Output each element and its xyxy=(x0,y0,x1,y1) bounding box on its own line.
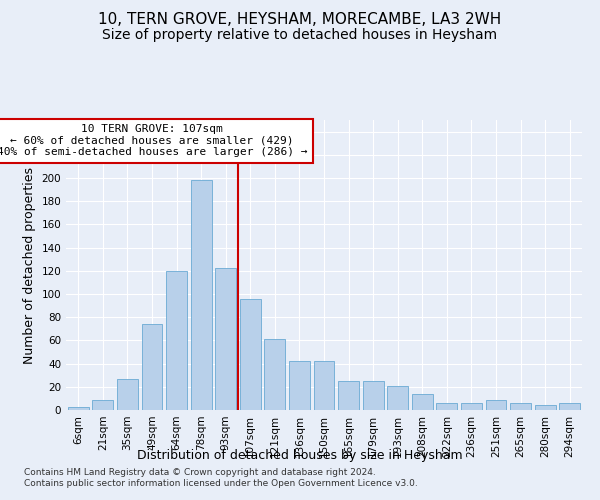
Bar xyxy=(215,268,236,410)
Text: Size of property relative to detached houses in Heysham: Size of property relative to detached ho… xyxy=(103,28,497,42)
Bar xyxy=(436,403,457,410)
Text: 10 TERN GROVE: 107sqm
← 60% of detached houses are smaller (429)
40% of semi-det: 10 TERN GROVE: 107sqm ← 60% of detached … xyxy=(0,124,307,158)
Bar xyxy=(289,362,310,410)
Bar xyxy=(191,180,212,410)
Bar xyxy=(240,298,261,410)
Text: Contains HM Land Registry data © Crown copyright and database right 2024.
Contai: Contains HM Land Registry data © Crown c… xyxy=(24,468,418,487)
Bar xyxy=(68,406,89,410)
Bar xyxy=(117,378,138,410)
Bar xyxy=(265,339,286,410)
Bar xyxy=(535,406,556,410)
Bar xyxy=(362,381,383,410)
Bar xyxy=(461,403,482,410)
Bar xyxy=(142,324,163,410)
Text: Distribution of detached houses by size in Heysham: Distribution of detached houses by size … xyxy=(137,448,463,462)
Y-axis label: Number of detached properties: Number of detached properties xyxy=(23,166,36,364)
Bar xyxy=(92,400,113,410)
Bar xyxy=(412,394,433,410)
Bar xyxy=(338,381,359,410)
Bar xyxy=(559,403,580,410)
Bar xyxy=(387,386,408,410)
Bar xyxy=(510,403,531,410)
Bar xyxy=(166,271,187,410)
Bar xyxy=(485,400,506,410)
Bar xyxy=(314,362,334,410)
Text: 10, TERN GROVE, HEYSHAM, MORECAMBE, LA3 2WH: 10, TERN GROVE, HEYSHAM, MORECAMBE, LA3 … xyxy=(98,12,502,28)
